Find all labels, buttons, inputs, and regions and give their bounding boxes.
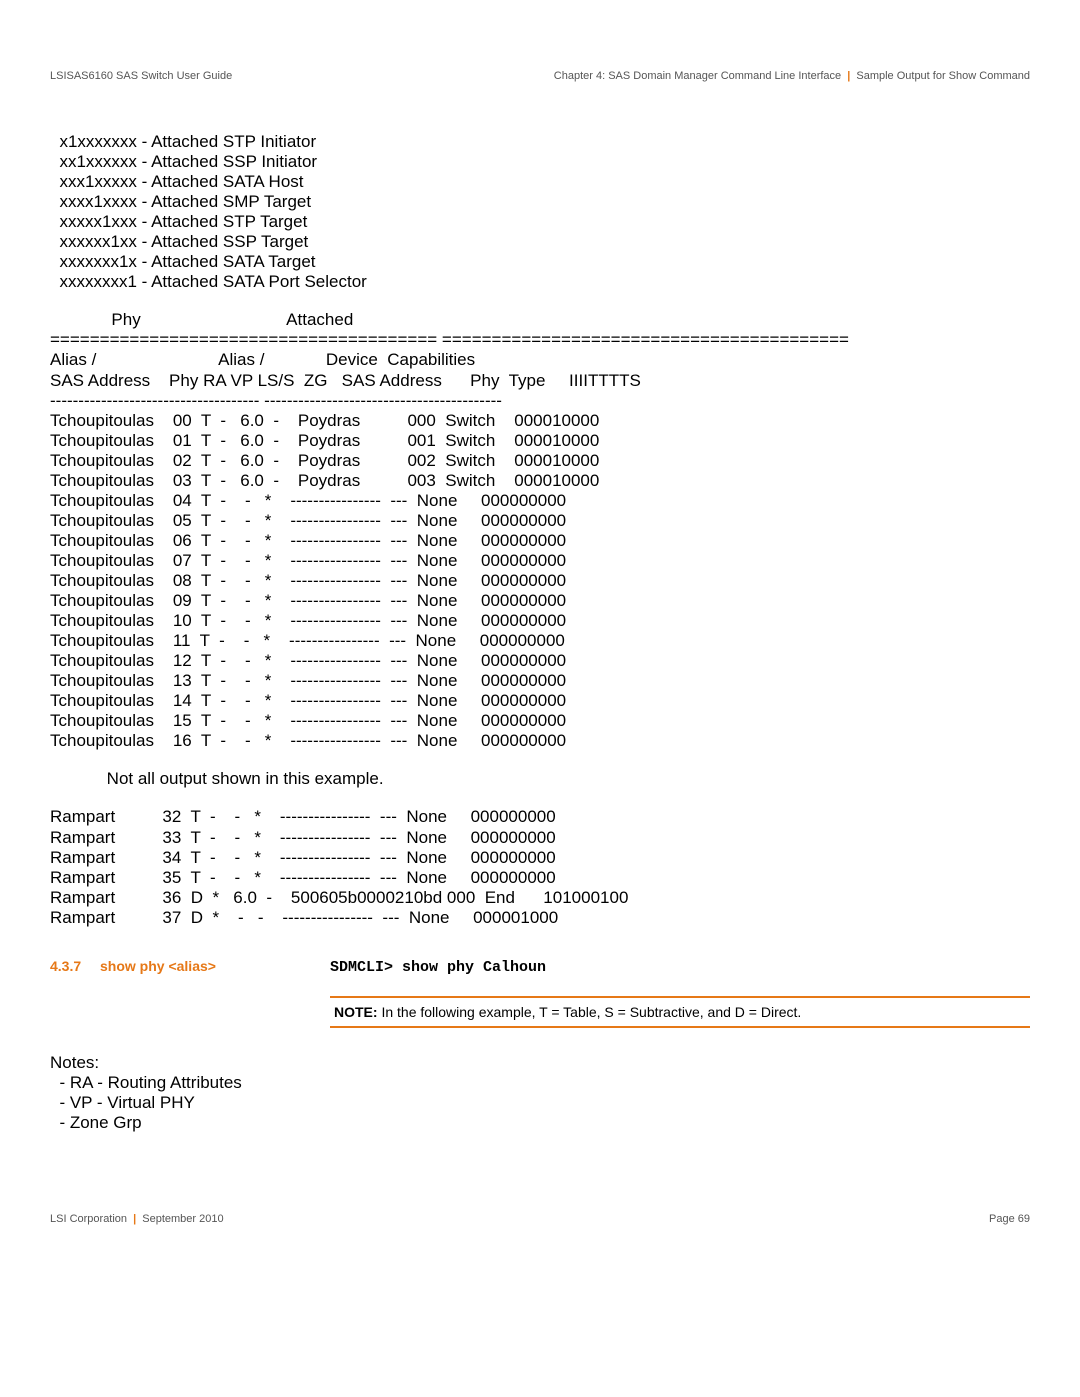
header-chapter: Chapter 4: SAS Domain Manager Command Li…: [554, 70, 841, 82]
page: LSISAS6160 SAS Switch User Guide Chapter…: [0, 0, 1080, 1265]
table-rows-block: Tchoupitoulas 00 T - 6.0 - Poydras 000 S…: [50, 411, 1030, 752]
ellipsis-note: Not all output shown in this example.: [50, 769, 1030, 789]
table-header-block: Phy Attached ===========================…: [50, 310, 1030, 410]
footer-company: LSI Corporation: [50, 1213, 127, 1225]
section-title: show phy <alias>: [100, 958, 330, 974]
separator-icon: |: [130, 1213, 139, 1225]
table-rows-block-2: Rampart 32 T - - * ---------------- --- …: [50, 807, 1030, 927]
note-box: NOTE: In the following example, T = Tabl…: [330, 996, 1030, 1028]
note-text: In the following example, T = Table, S =…: [381, 1004, 801, 1020]
section-command: SDMCLI> show phy Calhoun: [330, 959, 546, 976]
section-number: 4.3.7: [50, 958, 100, 974]
notes-block: Notes: - RA - Routing Attributes - VP - …: [50, 1053, 1030, 1133]
footer-date: September 2010: [142, 1213, 223, 1225]
header-right: Chapter 4: SAS Domain Manager Command Li…: [554, 70, 1030, 82]
footer-page: Page 69: [989, 1213, 1030, 1225]
page-header: LSISAS6160 SAS Switch User Guide Chapter…: [50, 70, 1030, 82]
page-footer: LSI Corporation | September 2010 Page 69: [50, 1213, 1030, 1225]
header-section: Sample Output for Show Command: [856, 70, 1030, 82]
footer-left: LSI Corporation | September 2010: [50, 1213, 224, 1225]
separator-icon: |: [844, 70, 853, 82]
section-heading: 4.3.7 show phy <alias> SDMCLI> show phy …: [50, 958, 1030, 976]
header-left: LSISAS6160 SAS Switch User Guide: [50, 70, 232, 82]
legend-block: x1xxxxxxx - Attached STP Initiator xx1xx…: [50, 132, 1030, 292]
note-label: NOTE:: [334, 1004, 378, 1020]
